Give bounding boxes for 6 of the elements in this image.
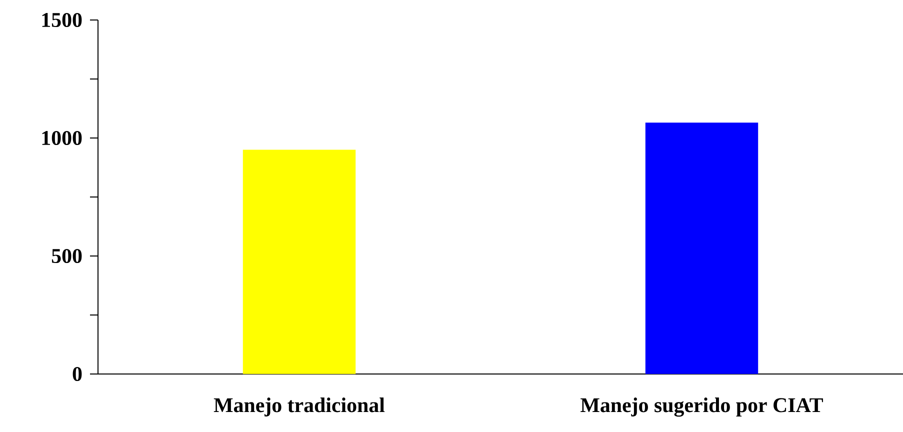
y-tick-label: 1000 [42, 130, 82, 146]
y-tick-label: 1500 [42, 12, 82, 28]
x-tick-label: Manejo sugerido por CIAT [580, 398, 823, 417]
y-tick-label: 500 [52, 248, 82, 264]
x-tick-label: Manejo tradicional [214, 398, 385, 416]
y-tick-label: 0 [72, 366, 82, 382]
